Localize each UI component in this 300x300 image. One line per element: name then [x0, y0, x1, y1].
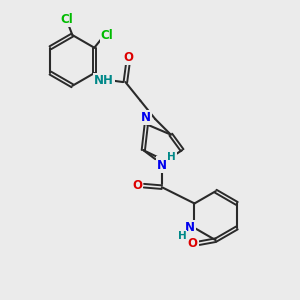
Text: H: H [178, 231, 186, 241]
Text: O: O [123, 51, 134, 64]
Text: H: H [167, 152, 176, 162]
Text: S: S [157, 157, 165, 170]
Text: NH: NH [94, 74, 114, 87]
Text: Cl: Cl [100, 29, 113, 42]
Text: N: N [185, 221, 195, 234]
Text: Cl: Cl [61, 13, 74, 26]
Text: O: O [132, 178, 142, 192]
Text: N: N [157, 159, 167, 172]
Text: N: N [141, 111, 151, 124]
Text: O: O [188, 237, 198, 250]
